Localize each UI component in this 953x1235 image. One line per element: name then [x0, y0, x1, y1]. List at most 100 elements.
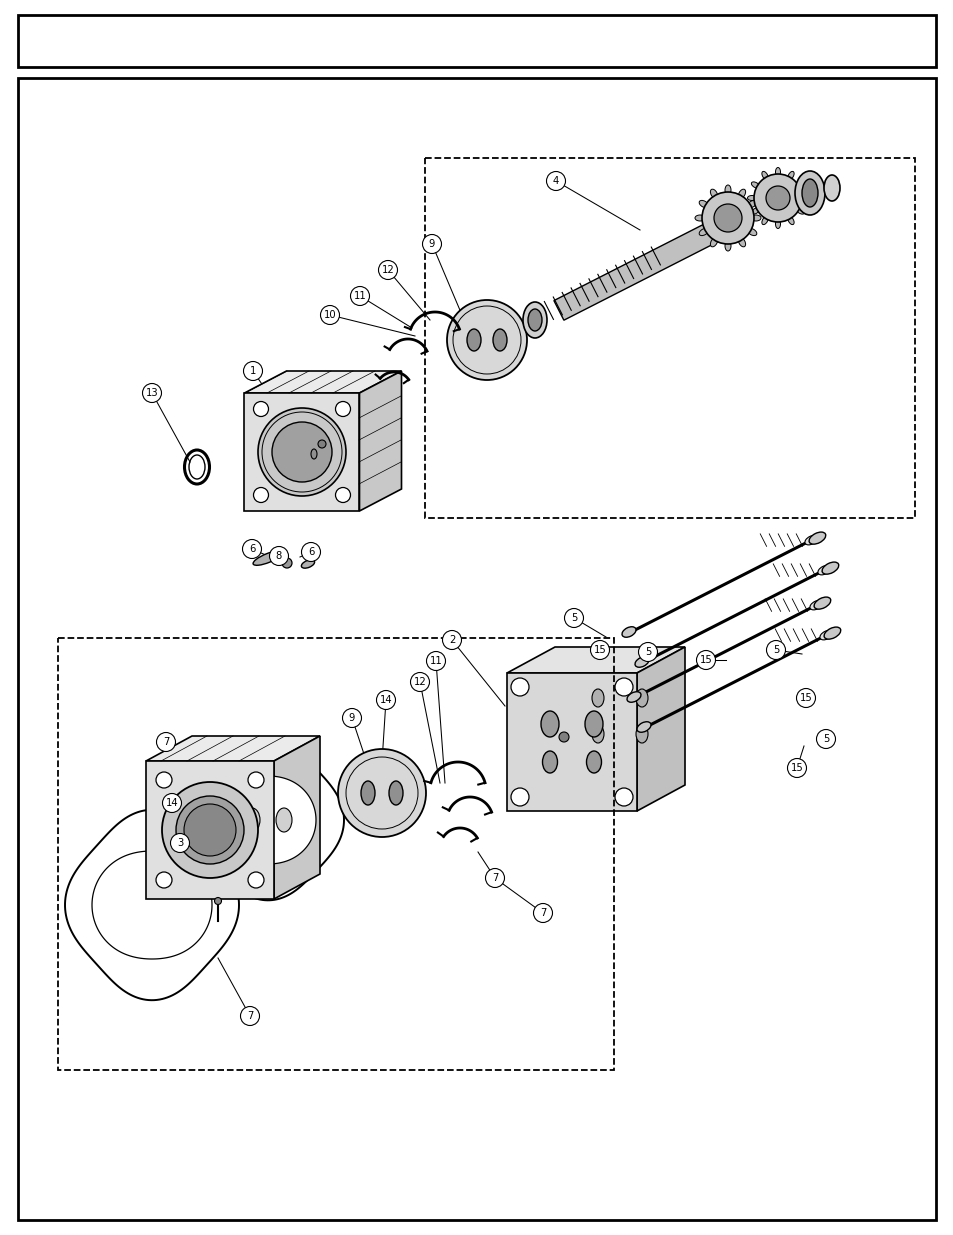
- Ellipse shape: [636, 725, 647, 743]
- Ellipse shape: [761, 216, 767, 225]
- Circle shape: [511, 788, 529, 806]
- Circle shape: [638, 642, 657, 662]
- Circle shape: [410, 673, 429, 692]
- Ellipse shape: [592, 689, 603, 706]
- Circle shape: [248, 872, 264, 888]
- Polygon shape: [146, 761, 274, 899]
- Ellipse shape: [542, 751, 557, 773]
- Circle shape: [816, 730, 835, 748]
- Ellipse shape: [751, 207, 759, 214]
- Polygon shape: [244, 370, 401, 393]
- Circle shape: [240, 1007, 259, 1025]
- Circle shape: [701, 191, 753, 245]
- Circle shape: [156, 872, 172, 888]
- Ellipse shape: [699, 200, 707, 207]
- Ellipse shape: [275, 808, 292, 832]
- Text: 7: 7: [539, 908, 546, 918]
- Ellipse shape: [244, 808, 260, 832]
- Circle shape: [615, 678, 633, 697]
- Circle shape: [282, 558, 292, 568]
- Ellipse shape: [626, 692, 640, 703]
- Ellipse shape: [747, 195, 756, 200]
- Circle shape: [257, 408, 346, 496]
- Ellipse shape: [751, 182, 759, 188]
- Text: 6: 6: [308, 547, 314, 557]
- Text: 5: 5: [644, 647, 651, 657]
- Ellipse shape: [823, 175, 840, 201]
- Text: 10: 10: [323, 310, 336, 320]
- Polygon shape: [359, 370, 401, 511]
- Circle shape: [713, 204, 741, 232]
- Text: 1: 1: [250, 366, 256, 375]
- Circle shape: [156, 772, 172, 788]
- Ellipse shape: [747, 200, 756, 207]
- Ellipse shape: [699, 228, 707, 236]
- Text: 14: 14: [166, 798, 178, 808]
- Ellipse shape: [592, 725, 603, 743]
- Polygon shape: [91, 851, 212, 960]
- Circle shape: [248, 772, 264, 788]
- Polygon shape: [506, 647, 684, 673]
- Polygon shape: [637, 647, 684, 811]
- Ellipse shape: [522, 303, 546, 338]
- Ellipse shape: [804, 535, 817, 545]
- Circle shape: [442, 631, 461, 650]
- Circle shape: [317, 440, 326, 448]
- Text: 15: 15: [699, 655, 712, 664]
- Ellipse shape: [253, 551, 283, 566]
- Circle shape: [590, 641, 609, 659]
- Ellipse shape: [747, 228, 756, 236]
- Text: 15: 15: [593, 645, 606, 655]
- Ellipse shape: [808, 532, 825, 545]
- Ellipse shape: [775, 220, 780, 228]
- Text: 12: 12: [381, 266, 394, 275]
- Circle shape: [335, 488, 350, 503]
- Circle shape: [175, 797, 244, 864]
- Ellipse shape: [750, 215, 760, 221]
- Ellipse shape: [761, 172, 767, 179]
- Ellipse shape: [586, 751, 601, 773]
- Text: 14: 14: [379, 695, 392, 705]
- Polygon shape: [220, 776, 315, 864]
- Circle shape: [558, 732, 568, 742]
- Ellipse shape: [799, 195, 807, 200]
- Circle shape: [171, 834, 190, 852]
- Text: 4: 4: [553, 177, 558, 186]
- Ellipse shape: [527, 309, 541, 331]
- Ellipse shape: [794, 170, 824, 215]
- Circle shape: [696, 651, 715, 669]
- Circle shape: [546, 172, 565, 190]
- Circle shape: [156, 732, 175, 752]
- Circle shape: [511, 678, 529, 697]
- Ellipse shape: [738, 189, 745, 199]
- Ellipse shape: [637, 721, 650, 732]
- Circle shape: [272, 422, 332, 482]
- Ellipse shape: [467, 329, 480, 351]
- Circle shape: [615, 788, 633, 806]
- Circle shape: [753, 174, 801, 222]
- Ellipse shape: [823, 627, 840, 640]
- Text: 9: 9: [428, 240, 435, 249]
- Circle shape: [786, 758, 805, 778]
- Bar: [58, 638, 614, 1070]
- Ellipse shape: [817, 566, 830, 574]
- Ellipse shape: [821, 562, 838, 574]
- Circle shape: [320, 305, 339, 325]
- Circle shape: [301, 542, 320, 562]
- Circle shape: [243, 362, 262, 380]
- Ellipse shape: [540, 711, 558, 737]
- Circle shape: [142, 384, 161, 403]
- Polygon shape: [506, 673, 637, 811]
- Polygon shape: [244, 393, 359, 511]
- Text: 15: 15: [799, 693, 812, 703]
- Bar: [18, 15, 935, 67]
- Ellipse shape: [493, 329, 506, 351]
- Text: 9: 9: [349, 713, 355, 722]
- Circle shape: [242, 540, 261, 558]
- Ellipse shape: [710, 189, 717, 199]
- Ellipse shape: [636, 689, 647, 706]
- Text: 7: 7: [492, 873, 497, 883]
- Circle shape: [253, 401, 268, 416]
- Ellipse shape: [801, 179, 817, 207]
- Circle shape: [796, 688, 815, 708]
